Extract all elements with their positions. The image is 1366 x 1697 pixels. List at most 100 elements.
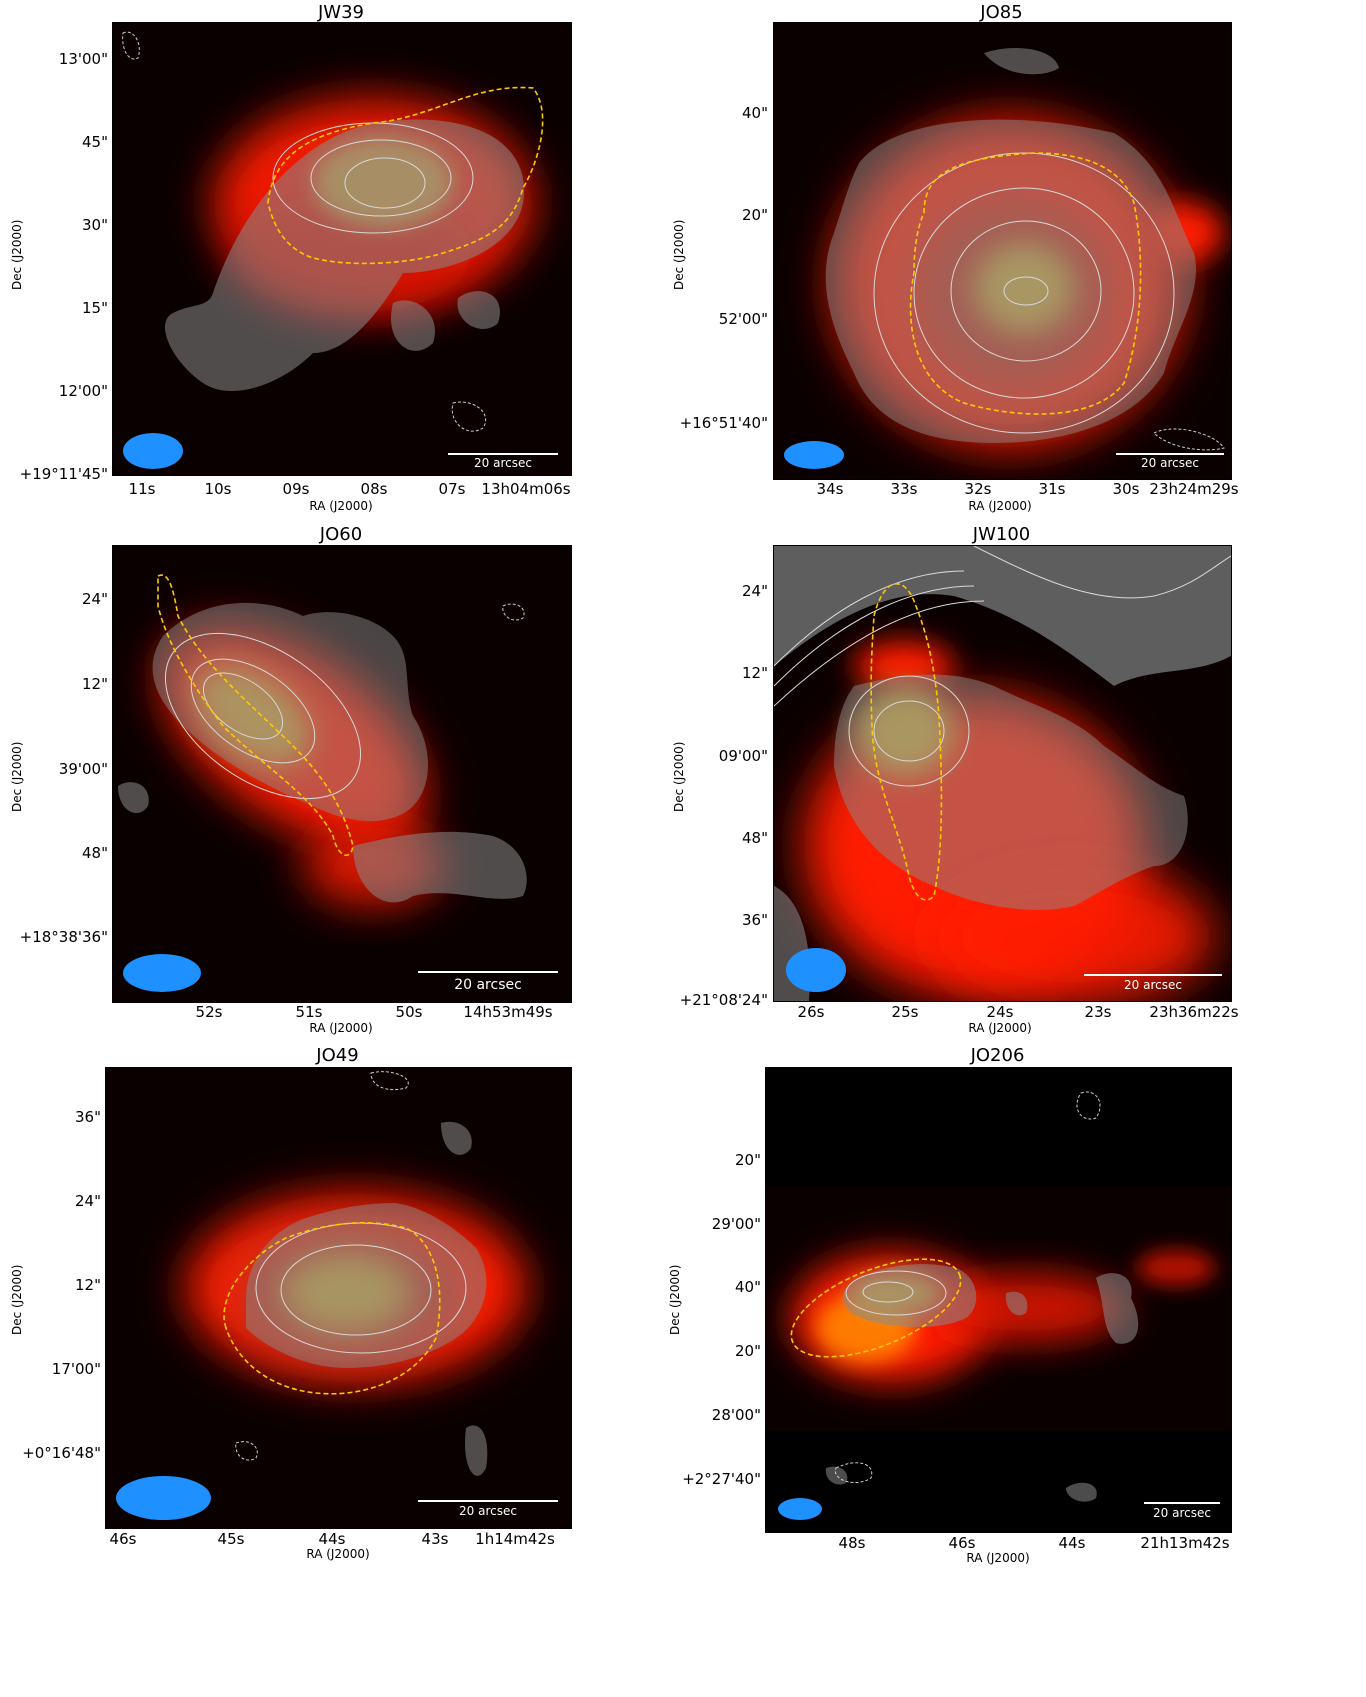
y-tick-label: 20" <box>735 1342 761 1360</box>
y-tick-label: 30" <box>82 216 108 234</box>
y-tick-label: 28'00" <box>711 1406 761 1424</box>
x-tick-label: 07s <box>438 480 466 498</box>
x-tick-label: 10s <box>204 480 232 498</box>
beam-ellipse <box>786 948 846 992</box>
radio-map-image <box>106 1068 571 1528</box>
x-tick-label: 23s <box>1084 1003 1112 1021</box>
y-axis-label: Dec (J2000) <box>10 219 24 290</box>
image-frame: 20 arcsec <box>765 1067 1232 1533</box>
radio-map-image <box>113 546 571 1002</box>
scalebar-label: 20 arcsec <box>459 1504 517 1518</box>
image-frame: 20 arcsec <box>112 22 572 476</box>
y-axis-label: Dec (J2000) <box>668 1264 682 1335</box>
y-tick-label: 12'00" <box>58 382 108 400</box>
x-tick-label: 30s <box>1112 480 1140 498</box>
x-tick-label: 1h14m42s <box>475 1530 555 1548</box>
y-tick-label: 36" <box>742 911 768 929</box>
y-tick-label: 13'00" <box>58 50 108 68</box>
x-tick-label: 14h53m49s <box>463 1003 553 1021</box>
scalebar-label: 20 arcsec <box>454 977 522 993</box>
y-tick-label: 12" <box>82 675 108 693</box>
radio-map-image <box>113 23 571 475</box>
x-tick-label: 31s <box>1038 480 1066 498</box>
x-tick-label: 51s <box>295 1003 323 1021</box>
panel-title: JO206 <box>970 1045 1025 1066</box>
y-tick-label: 29'00" <box>711 1215 761 1233</box>
y-tick-label: 40" <box>735 1278 761 1296</box>
scalebar-line <box>448 453 558 455</box>
image-frame: 20 arcsec <box>773 545 1232 1002</box>
x-tick-label: 23h36m22s <box>1149 1003 1239 1021</box>
radio-map-image <box>766 1068 1231 1532</box>
x-axis-label: RA (J2000) <box>309 1021 373 1035</box>
y-tick-label: 20" <box>735 1151 761 1169</box>
y-tick-label: +19°11'45" <box>19 465 108 483</box>
y-tick-label: 20" <box>742 206 768 224</box>
scalebar-line <box>418 1500 558 1502</box>
y-tick-label: +21°08'24" <box>679 991 768 1009</box>
scalebar-line <box>1084 974 1222 976</box>
x-tick-label: 26s <box>797 1003 825 1021</box>
scalebar-label: 20 arcsec <box>474 456 532 470</box>
y-tick-label: 12" <box>75 1276 101 1294</box>
image-frame: 20 arcsec <box>773 22 1232 480</box>
scalebar-label: 20 arcsec <box>1153 1506 1211 1520</box>
y-axis-label: Dec (J2000) <box>10 741 24 812</box>
x-tick-label: 48s <box>838 1534 866 1552</box>
x-axis-label: RA (J2000) <box>968 1021 1032 1035</box>
radio-map-image <box>774 23 1231 479</box>
x-axis-label: RA (J2000) <box>968 499 1032 513</box>
y-tick-label: +16°51'40" <box>679 414 768 432</box>
x-tick-label: 11s <box>128 480 156 498</box>
y-axis-label: Dec (J2000) <box>672 741 686 812</box>
image-frame: 20 arcsec <box>112 545 572 1003</box>
radio-map-image <box>774 546 1231 1001</box>
y-tick-label: 24" <box>742 582 768 600</box>
beam-ellipse <box>123 433 183 469</box>
x-axis-label: RA (J2000) <box>306 1547 370 1561</box>
y-tick-label: 48" <box>82 844 108 862</box>
y-tick-label: 24" <box>75 1192 101 1210</box>
y-axis-label: Dec (J2000) <box>10 1264 24 1335</box>
image-frame: 20 arcsec <box>105 1067 572 1529</box>
scalebar-label: 20 arcsec <box>1124 978 1182 992</box>
x-axis-label: RA (J2000) <box>966 1551 1030 1565</box>
y-tick-label: 09'00" <box>718 747 768 765</box>
panel-title: JO60 <box>319 524 363 545</box>
y-tick-label: 45" <box>82 133 108 151</box>
x-tick-label: 45s <box>217 1530 245 1548</box>
x-tick-label: 33s <box>890 480 918 498</box>
y-tick-label: 48" <box>742 829 768 847</box>
panel-title: JW100 <box>972 524 1031 545</box>
x-tick-label: 09s <box>282 480 310 498</box>
x-tick-label: 43s <box>421 1530 449 1548</box>
y-tick-label: 36" <box>75 1108 101 1126</box>
beam-ellipse <box>116 1476 211 1520</box>
x-tick-label: 44s <box>1058 1534 1086 1552</box>
x-tick-label: 34s <box>816 480 844 498</box>
y-tick-label: +18°38'36" <box>19 928 108 946</box>
panel-title: JO49 <box>316 1045 359 1066</box>
y-tick-label: 24" <box>82 590 108 608</box>
y-tick-label: 15" <box>82 299 108 317</box>
x-tick-label: 13h04m06s <box>481 480 571 498</box>
scalebar-line <box>418 971 558 973</box>
x-tick-label: 25s <box>891 1003 919 1021</box>
x-tick-label: 21h13m42s <box>1140 1534 1230 1552</box>
scalebar-label: 20 arcsec <box>1141 456 1199 470</box>
y-tick-label: +2°27'40" <box>682 1470 761 1488</box>
y-tick-label: 12" <box>742 664 768 682</box>
y-tick-label: 52'00" <box>718 310 768 328</box>
x-tick-label: 08s <box>360 480 388 498</box>
x-tick-label: 50s <box>395 1003 423 1021</box>
beam-ellipse <box>123 954 201 992</box>
scalebar-line <box>1116 453 1224 455</box>
x-tick-label: 46s <box>109 1530 137 1548</box>
y-tick-label: 39'00" <box>58 760 108 778</box>
y-tick-label: 40" <box>742 104 768 122</box>
y-tick-label: 17'00" <box>51 1360 101 1378</box>
panel-title: JO85 <box>980 2 1023 23</box>
beam-ellipse <box>778 1498 822 1520</box>
x-tick-label: 23h24m29s <box>1149 480 1239 498</box>
x-tick-label: 24s <box>986 1003 1014 1021</box>
